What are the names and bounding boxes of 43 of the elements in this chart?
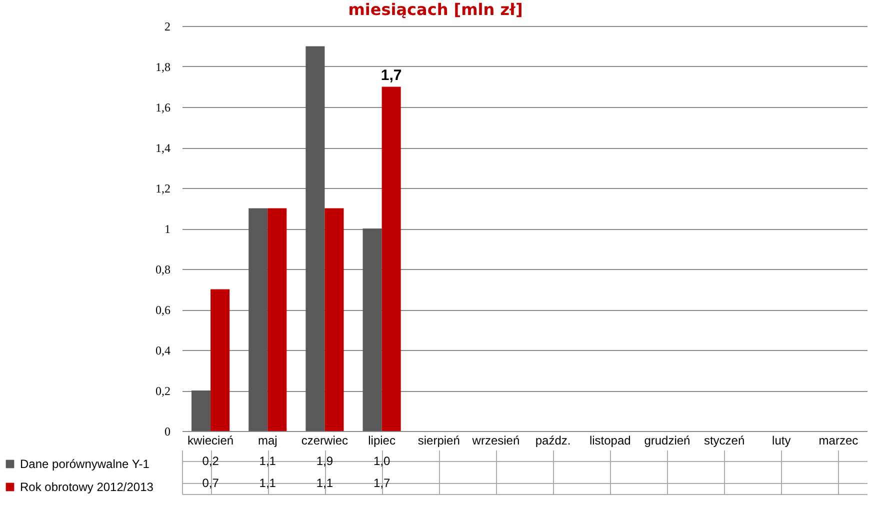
bar: [324, 208, 344, 431]
annotation: 1,7: [380, 66, 402, 84]
y-tick-label: 0,6: [156, 303, 170, 317]
data-label: 1,0: [373, 454, 390, 468]
bar: [362, 228, 382, 431]
x-tick-label: styczeń: [704, 434, 745, 448]
y-tick-label: 1,2: [156, 182, 170, 196]
data-label: 0,7: [202, 476, 220, 490]
legend-label: Dane porównywalne Y-1: [20, 457, 150, 471]
data-label: 0,2: [202, 454, 220, 468]
y-tick-label: 0,8: [156, 262, 170, 276]
x-tick-label: kwiecień: [188, 434, 234, 448]
y-tick-label: 1,6: [156, 100, 170, 114]
x-tick-label: czerwiec: [301, 434, 348, 448]
data-label: 1,7: [373, 476, 390, 490]
y-tick-label: 0: [164, 424, 170, 438]
y-tick-label: 0,2: [156, 384, 170, 398]
x-tick-label: wrzesień: [471, 434, 520, 448]
x-tick-label: maj: [258, 434, 278, 448]
bar: [382, 86, 401, 431]
chart-title: miesiącach [mln zł]: [348, 0, 523, 19]
x-tick-label: luty: [772, 434, 791, 448]
x-tick-label: listopad: [589, 434, 631, 448]
x-tick-label: grudzień: [644, 434, 690, 448]
y-tick-label: 1: [164, 222, 170, 236]
bar: [210, 289, 230, 431]
bar: [268, 208, 287, 431]
y-tick-label: 2: [164, 20, 170, 34]
x-tick-label: lipiec: [368, 434, 396, 448]
y-tick-label: 0,4: [156, 344, 170, 358]
data-label: 1,1: [316, 476, 334, 490]
bar: [248, 208, 268, 431]
x-tick-label: marzec: [818, 434, 858, 448]
y-tick-label: 1,8: [156, 60, 170, 74]
data-label: 1,9: [316, 454, 334, 468]
bar: [306, 46, 325, 431]
bar: [192, 390, 211, 431]
x-tick-label: sierpień: [418, 434, 460, 448]
x-tick-label: paźdz.: [535, 434, 571, 448]
y-tick-label: 1,4: [156, 141, 170, 155]
data-label: 1,1: [259, 476, 276, 490]
data-label: 1,1: [259, 454, 276, 468]
legend-label: Rok obrotowy 2012/2013: [20, 480, 154, 494]
